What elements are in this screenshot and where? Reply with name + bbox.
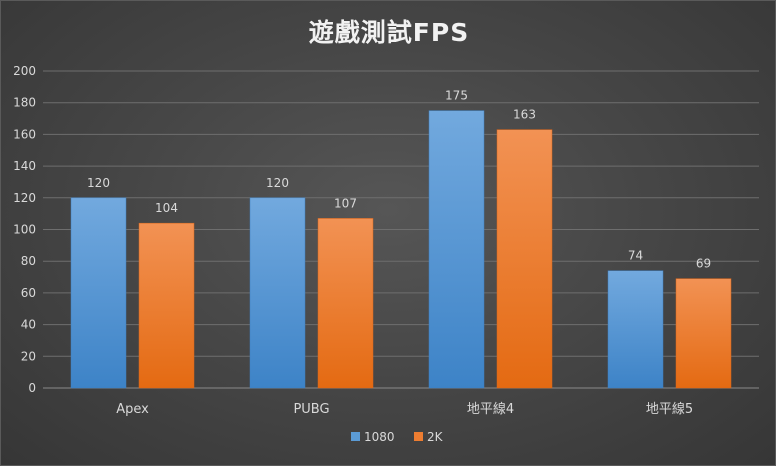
y-tick-label: 180	[13, 96, 36, 110]
y-tick-label: 140	[13, 159, 36, 173]
x-tick-label: Apex	[116, 402, 149, 417]
data-label: 74	[628, 249, 643, 263]
x-axis-ticks: Apex PUBG 地平線4 地平線5	[116, 401, 693, 417]
legend-item-2K[interactable]: 2K	[414, 430, 444, 444]
data-labels: 120 104 120 107 175 163 74 69	[87, 89, 711, 271]
data-label: 104	[155, 201, 178, 215]
y-tick-label: 100	[13, 223, 36, 237]
bar-2K-地平線5	[675, 278, 732, 389]
y-tick-label: 80	[21, 254, 36, 268]
data-label: 69	[696, 257, 711, 271]
data-label: 163	[513, 108, 536, 122]
y-tick-label: 60	[21, 286, 36, 300]
bar-1080-Apex	[70, 197, 127, 389]
y-axis-ticks: 0 20 40 60 80 100 120 140 160 180 200	[13, 64, 36, 395]
x-tick-label: PUBG	[293, 402, 329, 417]
legend-swatch	[414, 432, 423, 441]
legend-item-1080[interactable]: 1080	[351, 430, 395, 444]
bar-1080-地平線4	[428, 110, 485, 389]
data-label: 120	[266, 176, 289, 190]
legend[interactable]: 1080 2K	[351, 430, 444, 444]
bars	[70, 110, 732, 389]
y-tick-label: 200	[13, 64, 36, 78]
bar-2K-Apex	[138, 222, 195, 389]
chart-title: 遊戲測試FPS	[308, 18, 470, 47]
legend-label: 2K	[427, 430, 444, 444]
bar-1080-PUBG	[249, 197, 306, 389]
y-tick-label: 160	[13, 127, 36, 141]
y-tick-label: 120	[13, 191, 36, 205]
bar-1080-地平線5	[607, 270, 664, 389]
legend-label: 1080	[364, 430, 395, 444]
y-tick-label: 0	[28, 381, 36, 395]
x-tick-label: 地平線4	[467, 401, 514, 417]
bar-2K-PUBG	[317, 218, 374, 389]
data-label: 120	[87, 176, 110, 190]
y-tick-label: 40	[21, 318, 36, 332]
x-tick-label: 地平線5	[646, 401, 693, 417]
data-label: 107	[334, 196, 357, 210]
y-tick-label: 20	[21, 349, 36, 363]
data-label: 175	[445, 89, 468, 103]
legend-swatch	[351, 432, 360, 441]
bar-2K-地平線4	[496, 129, 553, 389]
